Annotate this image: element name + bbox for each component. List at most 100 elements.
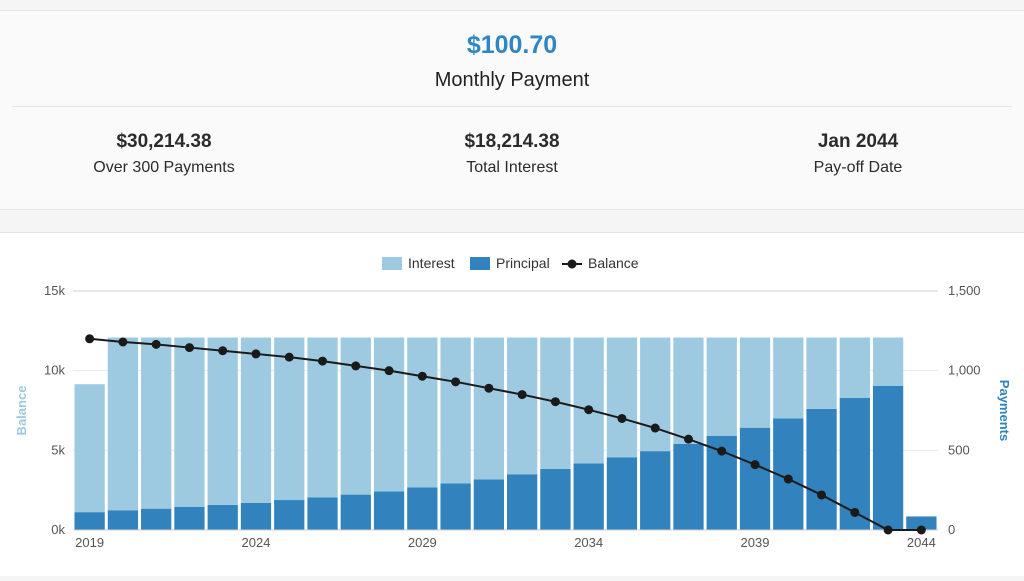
bar-principal <box>207 504 238 530</box>
legend-interest-swatch <box>382 257 402 270</box>
bar-principal <box>141 508 172 530</box>
legend-principal-swatch <box>470 257 490 270</box>
balance-point <box>717 446 727 456</box>
stat-value: $18,214.38 <box>464 131 560 152</box>
bar-interest <box>640 337 671 452</box>
bar-principal <box>107 510 139 530</box>
balance-point <box>750 460 760 470</box>
balance-point <box>550 397 560 407</box>
bar-principal <box>606 457 638 530</box>
balance-point <box>783 474 793 484</box>
balance-point <box>683 434 693 444</box>
bar-interest <box>573 337 604 464</box>
x-tick-label: 2029 <box>408 535 437 550</box>
bar-principal <box>640 451 671 530</box>
balance-point <box>584 405 594 415</box>
balance-point <box>118 337 128 347</box>
x-tick-label: 2044 <box>907 535 936 550</box>
bar-principal <box>440 483 471 530</box>
bar-principal <box>573 463 604 530</box>
stat-payoff-date: Jan 2044 Pay-off Date <box>708 131 1008 177</box>
monthly-payment-amount: $100.70 <box>466 31 558 59</box>
bar-interest <box>673 337 704 444</box>
amortization-chart-panel: 0k 5k 10k 15k 0 500 1,000 1,500 Balance Payments 2… <box>0 232 1024 576</box>
stat-label: Over 300 Payments <box>93 159 235 176</box>
legend-principal-label: Principal <box>496 255 550 271</box>
bar-interest <box>773 337 804 419</box>
legend-interest-label: Interest <box>408 255 455 271</box>
balance-point <box>318 356 328 366</box>
balance-line <box>89 337 922 531</box>
bar-interest <box>706 337 737 436</box>
monthly-payment-label: Monthly Payment <box>434 69 590 91</box>
balance-point <box>850 507 860 517</box>
bar-interest <box>107 337 139 511</box>
bar-interest <box>274 337 305 501</box>
bar-interest <box>606 337 638 458</box>
bar-principal <box>307 497 338 530</box>
y-left-tick-label: 0k <box>51 522 65 537</box>
bar-principal <box>872 385 904 530</box>
balance-point <box>883 525 893 535</box>
balance-point <box>251 349 261 359</box>
balance-point <box>184 343 194 353</box>
balance-point <box>284 352 294 362</box>
x-tick-label: 2039 <box>741 535 770 550</box>
stat-label: Total Interest <box>466 159 558 176</box>
bar-interest <box>74 384 105 513</box>
bar-interest <box>174 337 205 507</box>
bar-principal <box>274 500 305 530</box>
bar-interest <box>872 337 904 386</box>
y-left-tick-label: 5k <box>51 442 65 457</box>
x-tick-label: 2024 <box>242 535 271 550</box>
bar-principal <box>806 408 837 530</box>
bar-principal <box>407 487 438 530</box>
legend-balance-label: Balance <box>588 255 639 271</box>
bar-principal <box>673 443 704 530</box>
bar-interest <box>373 337 405 492</box>
balance-point <box>351 361 361 371</box>
balance-point <box>617 413 627 423</box>
bar-interest <box>340 337 371 495</box>
balance-point <box>451 377 461 387</box>
x-tick-label: 2034 <box>574 535 603 550</box>
balance-point <box>417 371 427 381</box>
x-tick-label: 2019 <box>75 535 104 550</box>
bar-principal <box>906 516 937 530</box>
y-left-tick-label: 10k <box>44 363 65 378</box>
y-right-tick-label: 0 <box>948 522 955 537</box>
stat-value: Jan 2044 <box>817 131 899 152</box>
summary-divider <box>12 106 1012 107</box>
bar-principal <box>174 506 205 530</box>
bar-interest <box>839 337 870 398</box>
stat-value: $30,214.38 <box>116 131 212 152</box>
y-right-axis-title: Payments <box>997 380 1012 441</box>
bar-principal <box>739 427 771 530</box>
y-right-tick-label: 1,500 <box>948 283 981 298</box>
stat-total-interest: $18,214.38 Total Interest <box>362 131 662 177</box>
bar-principal <box>473 479 504 530</box>
payment-summary: $100.70 Monthly Payment $30,214.38 Over … <box>0 10 1024 210</box>
bar-interest <box>440 337 471 484</box>
bar-principal <box>340 494 371 530</box>
y-right-tick-label: 500 <box>948 442 970 457</box>
bar-principal <box>540 468 571 530</box>
balance-point <box>517 390 527 400</box>
balance-point <box>85 334 95 344</box>
balance-point <box>916 525 926 535</box>
balance-point <box>484 383 494 393</box>
bar-principal <box>507 474 538 530</box>
bar-interest <box>407 337 438 488</box>
bar-interest <box>141 337 172 509</box>
balance-point <box>650 423 660 433</box>
y-right-tick-label: 1,000 <box>948 363 981 378</box>
bar-interest <box>739 337 771 428</box>
bar-interest <box>240 337 272 503</box>
bar-principal <box>74 512 105 530</box>
bar-interest <box>473 337 504 480</box>
amortization-chart: 0k 5k 10k 15k 0 500 1,000 1,500 Balance Payments 2… <box>14 255 1012 550</box>
balance-point <box>384 366 394 376</box>
balance-point <box>817 490 827 500</box>
bar-interest <box>806 337 837 409</box>
bar-principal <box>240 502 272 530</box>
